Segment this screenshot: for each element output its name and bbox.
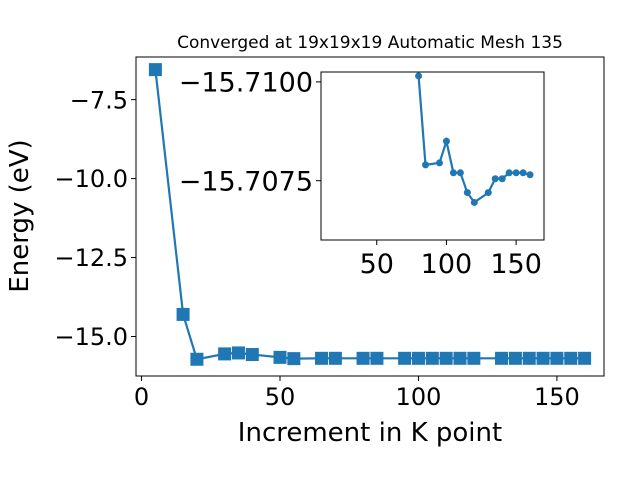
- main-data-point: [176, 307, 190, 321]
- inset-plot-frame: [320, 71, 545, 241]
- main-data-point: [398, 351, 412, 365]
- main-data-point: [315, 351, 329, 365]
- y-axis-label: Energy (eV): [5, 139, 35, 292]
- main-data-point: [536, 351, 550, 365]
- inset-data-point: [449, 169, 457, 177]
- main-y-tick-label: −10.0: [54, 165, 128, 193]
- main-x-tick-label: 100: [396, 383, 442, 411]
- x-axis-label: Increment in K point: [238, 418, 502, 448]
- main-x-tick-label: 50: [265, 383, 296, 411]
- inset-data-point: [519, 169, 527, 177]
- main-data-point: [522, 351, 536, 365]
- inset-data-point: [526, 171, 534, 179]
- main-data-point: [425, 351, 439, 365]
- main-x-tick-label: 0: [134, 383, 149, 411]
- inset-data-point: [470, 198, 478, 206]
- main-data-point: [550, 351, 564, 365]
- chart-title: Converged at 19x19x19 Automatic Mesh 135: [177, 33, 563, 53]
- inset-data-point: [491, 175, 499, 183]
- main-data-point: [495, 351, 509, 365]
- inset-data-point: [422, 161, 430, 169]
- main-chart: 0 50 100 150 −7.5 −10.0 −12.5 −15.0 Converged …: [5, 33, 605, 448]
- main-data-point: [287, 352, 301, 366]
- inset-chart: 50 100 150 −15.7100 −15.7075: [179, 68, 545, 280]
- inset-x-tick-label: 100: [421, 249, 473, 280]
- main-series-markers: [148, 63, 592, 366]
- inset-data-point: [498, 175, 506, 183]
- main-data-point: [148, 63, 162, 77]
- inset-data-point: [505, 169, 513, 177]
- main-data-point: [190, 352, 204, 366]
- main-y-tick-label: −15.0: [54, 323, 128, 351]
- main-data-point: [467, 351, 481, 365]
- inset-x-ticks: 50 100 150: [360, 240, 542, 280]
- inset-x-tick-label: 150: [490, 249, 542, 280]
- main-data-point: [370, 351, 384, 365]
- main-x-ticks: 0 50 100 150: [134, 376, 580, 411]
- inset-data-point: [442, 137, 450, 145]
- inset-data-point: [512, 169, 520, 177]
- main-data-point: [245, 348, 259, 362]
- inset-y-tick-label: −15.7075: [179, 166, 313, 197]
- main-data-point: [439, 351, 453, 365]
- main-x-tick-label: 150: [534, 383, 580, 411]
- main-data-point: [564, 351, 578, 365]
- main-y-tick-label: −7.5: [70, 86, 128, 114]
- main-data-point: [356, 351, 370, 365]
- main-y-ticks: −7.5 −10.0 −12.5 −15.0: [54, 86, 136, 351]
- main-data-point: [508, 351, 522, 365]
- inset-data-point: [463, 189, 471, 197]
- inset-y-ticks: −15.7100 −15.7075: [179, 68, 321, 197]
- inset-y-tick-label: −15.7100: [179, 68, 313, 99]
- main-data-point: [231, 346, 245, 360]
- inset-data-point: [456, 169, 464, 177]
- main-y-tick-label: −12.5: [54, 244, 128, 272]
- inset-x-tick-label: 50: [360, 249, 394, 280]
- inset-data-point: [435, 159, 443, 167]
- inset-data-point: [415, 72, 423, 80]
- inset-data-point: [484, 189, 492, 197]
- main-data-point: [411, 351, 425, 365]
- main-data-point: [218, 347, 232, 361]
- main-data-point: [453, 351, 467, 365]
- main-data-point: [273, 350, 287, 364]
- main-data-point: [578, 351, 592, 365]
- main-data-point: [328, 351, 342, 365]
- inset-series-markers: [415, 72, 534, 206]
- main-plot-frame: [135, 56, 605, 377]
